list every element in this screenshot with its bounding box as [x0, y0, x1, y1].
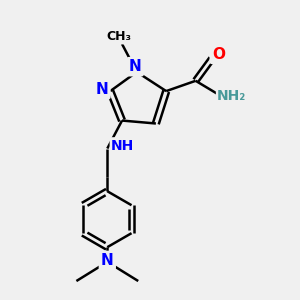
- Text: N: N: [129, 59, 142, 74]
- Text: N: N: [96, 82, 108, 97]
- Text: N: N: [101, 253, 114, 268]
- Text: NH₂: NH₂: [217, 88, 247, 103]
- Text: O: O: [212, 47, 225, 62]
- Text: CH₃: CH₃: [106, 30, 132, 43]
- Text: NH: NH: [111, 139, 134, 153]
